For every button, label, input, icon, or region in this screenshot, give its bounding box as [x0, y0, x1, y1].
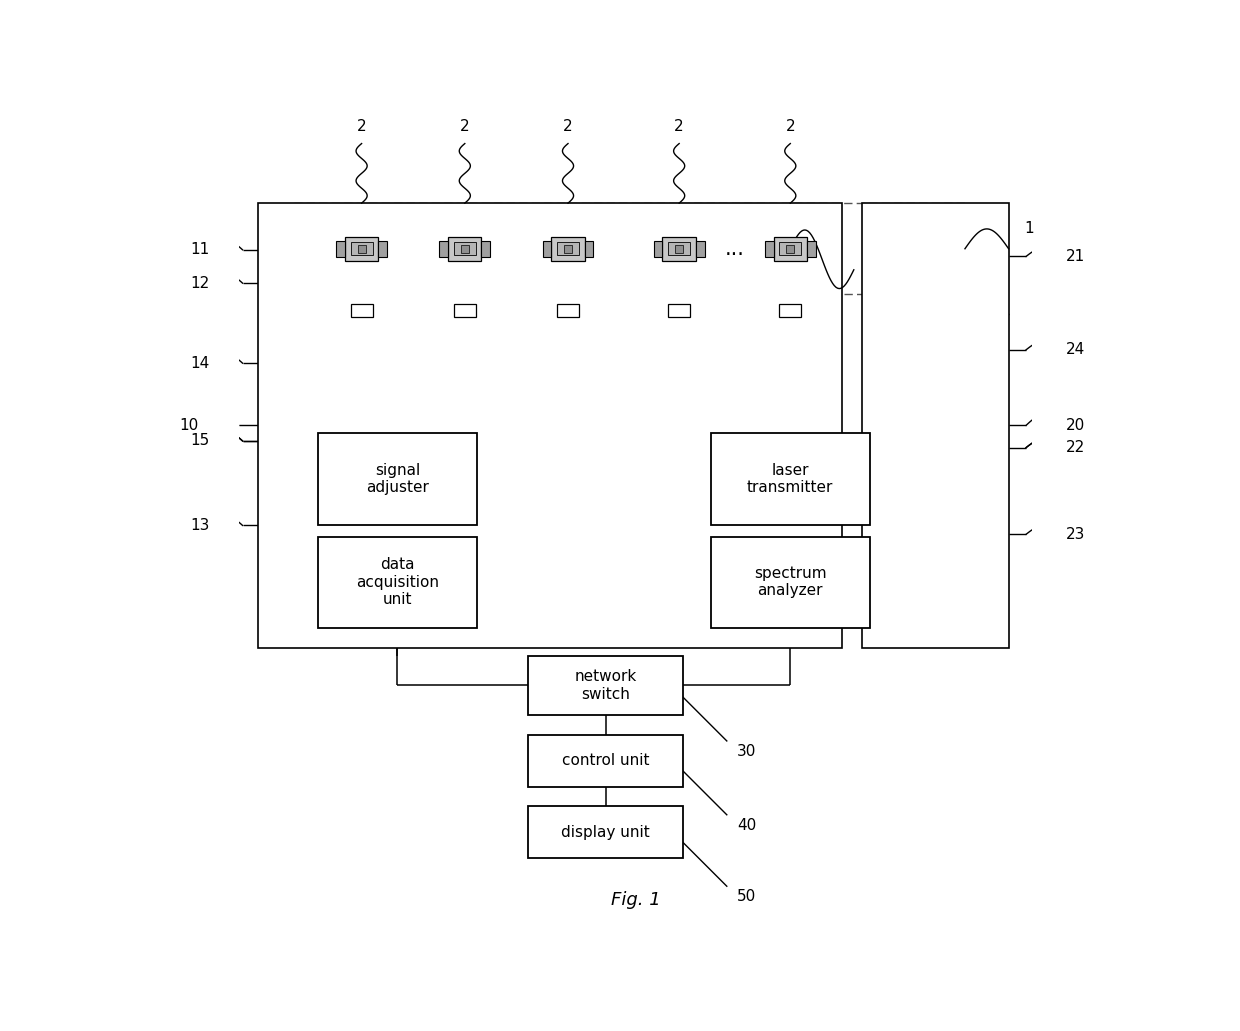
Bar: [668, 304, 691, 317]
Bar: [676, 244, 683, 253]
Bar: [345, 237, 378, 261]
Text: 14: 14: [190, 356, 210, 371]
Text: 20: 20: [1065, 418, 1085, 433]
Bar: [779, 242, 801, 255]
Bar: [807, 241, 816, 257]
Text: network
switch: network switch: [574, 669, 637, 701]
Bar: [336, 241, 345, 257]
Bar: [765, 241, 774, 257]
Bar: [461, 244, 469, 253]
Bar: [528, 806, 683, 858]
Bar: [351, 242, 373, 255]
Text: 10: 10: [180, 418, 198, 433]
Bar: [317, 536, 476, 628]
Bar: [552, 237, 585, 261]
Text: 21: 21: [1065, 248, 1085, 264]
Bar: [779, 304, 801, 317]
Bar: [481, 241, 490, 257]
Text: 2: 2: [563, 119, 573, 134]
Bar: [454, 242, 476, 255]
Text: 23: 23: [1065, 527, 1085, 542]
Bar: [711, 433, 869, 525]
Bar: [653, 241, 662, 257]
Text: 12: 12: [190, 275, 210, 291]
Text: 2: 2: [357, 119, 367, 134]
Bar: [711, 536, 869, 628]
Text: 40: 40: [737, 818, 756, 833]
Bar: [439, 241, 448, 257]
Text: 2: 2: [785, 119, 795, 134]
Text: signal
adjuster: signal adjuster: [366, 463, 429, 495]
Bar: [528, 735, 683, 787]
Text: 24: 24: [1065, 342, 1085, 358]
Text: 13: 13: [190, 518, 210, 533]
Bar: [662, 237, 696, 261]
Text: 30: 30: [737, 743, 756, 759]
Text: 15: 15: [190, 433, 210, 448]
Text: 22: 22: [1065, 440, 1085, 455]
Bar: [774, 237, 807, 261]
Bar: [357, 244, 366, 253]
Text: data
acquisition
unit: data acquisition unit: [356, 558, 439, 607]
Text: 50: 50: [737, 889, 756, 904]
Bar: [294, 203, 965, 295]
Bar: [351, 304, 373, 317]
Bar: [862, 203, 1008, 647]
Text: display unit: display unit: [562, 825, 650, 839]
Text: spectrum
analyzer: spectrum analyzer: [754, 566, 827, 598]
Text: control unit: control unit: [562, 754, 650, 768]
Bar: [786, 244, 795, 253]
Bar: [564, 244, 572, 253]
Text: laser
transmitter: laser transmitter: [748, 463, 833, 495]
Bar: [448, 237, 481, 261]
Bar: [454, 304, 476, 317]
Text: ...: ...: [725, 239, 745, 259]
Text: 2: 2: [460, 119, 470, 134]
Text: 1: 1: [1024, 222, 1034, 236]
Bar: [668, 242, 691, 255]
Bar: [557, 304, 579, 317]
Bar: [532, 203, 826, 399]
Text: 11: 11: [190, 242, 210, 258]
Bar: [557, 242, 579, 255]
Bar: [696, 241, 704, 257]
Bar: [378, 241, 387, 257]
Bar: [585, 241, 594, 257]
Bar: [258, 203, 842, 647]
Bar: [317, 433, 476, 525]
Bar: [528, 656, 683, 716]
Bar: [543, 241, 552, 257]
Text: 2: 2: [675, 119, 684, 134]
Text: Fig. 1: Fig. 1: [610, 891, 661, 909]
